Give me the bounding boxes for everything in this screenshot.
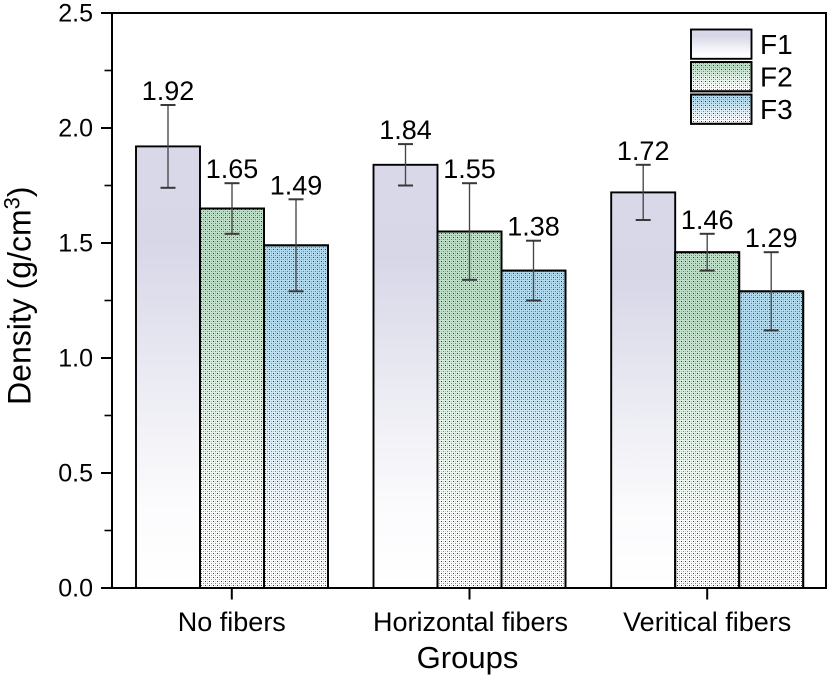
svg-text:Veritical fibers: Veritical fibers	[623, 607, 791, 637]
svg-text:1.55: 1.55	[443, 154, 496, 184]
svg-text:1.38: 1.38	[507, 212, 560, 242]
svg-text:0.0: 0.0	[58, 575, 93, 603]
svg-text:Horizontal fibers: Horizontal fibers	[373, 607, 568, 637]
svg-text:1.49: 1.49	[270, 170, 323, 200]
svg-text:2.5: 2.5	[58, 0, 93, 28]
svg-text:F1: F1	[760, 29, 793, 60]
svg-text:Density (g/cm3): Density (g/cm3)	[0, 186, 38, 405]
svg-text:1.92: 1.92	[142, 76, 195, 106]
svg-text:1.46: 1.46	[681, 205, 734, 235]
svg-text:1.65: 1.65	[206, 154, 259, 184]
svg-text:0.5: 0.5	[58, 460, 93, 488]
svg-text:1.29: 1.29	[745, 223, 798, 253]
svg-text:F3: F3	[760, 94, 793, 125]
svg-text:2.0: 2.0	[58, 115, 93, 143]
svg-text:F2: F2	[760, 62, 793, 93]
svg-text:1.5: 1.5	[58, 230, 93, 258]
svg-text:No fibers: No fibers	[178, 607, 286, 637]
svg-text:1.72: 1.72	[617, 136, 670, 166]
svg-text:Groups: Groups	[417, 640, 519, 675]
svg-text:1.84: 1.84	[379, 115, 432, 145]
svg-text:1.0: 1.0	[58, 345, 93, 373]
